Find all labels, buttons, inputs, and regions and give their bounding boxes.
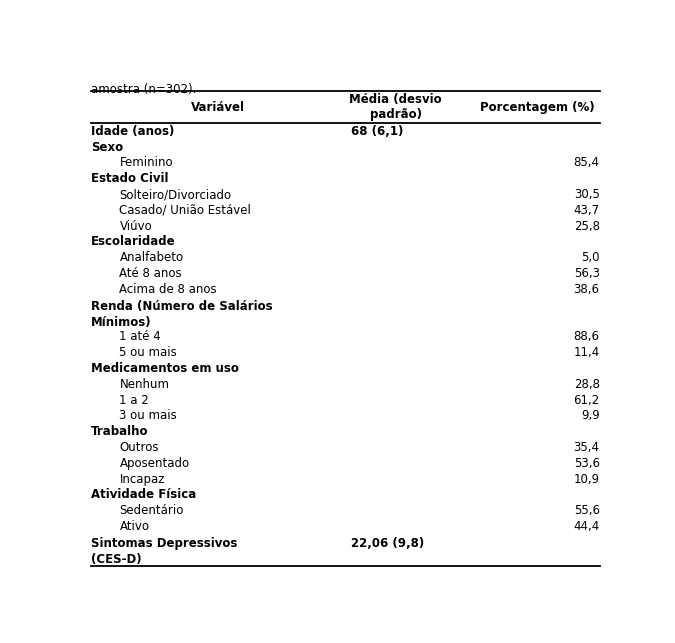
Text: 3 ou mais: 3 ou mais [119,410,177,422]
Text: Porcentagem (%): Porcentagem (%) [479,101,594,114]
Text: 5 ou mais: 5 ou mais [119,346,177,359]
Text: Feminino: Feminino [119,156,173,169]
Text: Viúvo: Viúvo [119,220,152,233]
Text: Sedentário: Sedentário [119,504,184,517]
Text: 1 até 4: 1 até 4 [119,331,161,343]
Text: Incapaz: Incapaz [119,473,165,485]
Text: Ativo: Ativo [119,520,149,533]
Text: 35,4: 35,4 [574,441,599,454]
Text: 44,4: 44,4 [573,520,599,533]
Text: Casado/ União Estável: Casado/ União Estável [119,204,251,217]
Text: 30,5: 30,5 [574,188,599,201]
Text: Renda (Número de Salários
Mínimos): Renda (Número de Salários Mínimos) [90,300,272,329]
Text: 61,2: 61,2 [573,394,599,406]
Text: 10,9: 10,9 [574,473,599,485]
Text: 25,8: 25,8 [574,220,599,233]
Text: 55,6: 55,6 [574,504,599,517]
Text: 43,7: 43,7 [574,204,599,217]
Text: Outros: Outros [119,441,159,454]
Text: 56,3: 56,3 [574,267,599,280]
Text: Média (desvio
padrão): Média (desvio padrão) [350,93,442,121]
Text: 22,06 (9,8): 22,06 (9,8) [351,537,425,550]
Text: 5,0: 5,0 [581,251,599,264]
Text: 1 a 2: 1 a 2 [119,394,149,406]
Text: Analfabeto: Analfabeto [119,251,184,264]
Text: Sintomas Depressivos
(CES-D): Sintomas Depressivos (CES-D) [90,537,237,566]
Text: Até 8 anos: Até 8 anos [119,267,182,280]
Text: 68 (6,1): 68 (6,1) [351,125,404,138]
Text: Idade (anos): Idade (anos) [90,125,174,138]
Text: Aposentado: Aposentado [119,457,190,470]
Text: Atividade Física: Atividade Física [90,489,196,502]
Text: amostra (n=302).: amostra (n=302). [90,84,196,96]
Text: Solteiro/Divorciado: Solteiro/Divorciado [119,188,232,201]
Text: Estado Civil: Estado Civil [90,172,168,185]
Text: Escolaridade: Escolaridade [90,235,176,248]
Text: Acima de 8 anos: Acima de 8 anos [119,283,217,296]
Text: 85,4: 85,4 [574,156,599,169]
Text: Medicamentos em uso: Medicamentos em uso [90,362,238,375]
Text: 28,8: 28,8 [574,378,599,391]
Text: Sexo: Sexo [90,141,123,154]
Text: 88,6: 88,6 [574,331,599,343]
Text: Nenhum: Nenhum [119,378,169,391]
Text: Trabalho: Trabalho [90,425,148,438]
Text: 38,6: 38,6 [574,283,599,296]
Text: 9,9: 9,9 [581,410,599,422]
Text: 53,6: 53,6 [574,457,599,470]
Text: 11,4: 11,4 [573,346,599,359]
Text: Variável: Variável [191,101,245,114]
